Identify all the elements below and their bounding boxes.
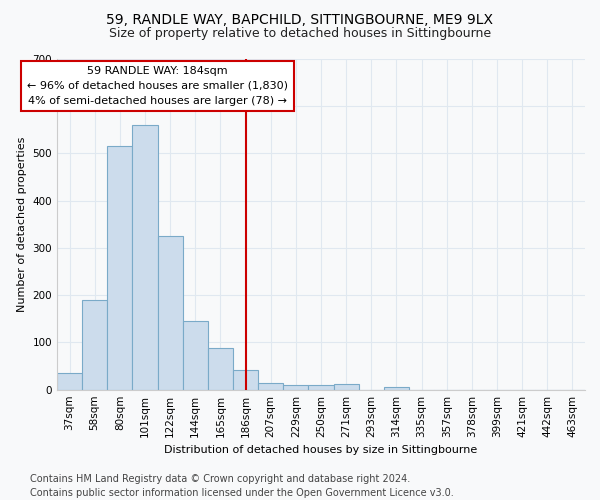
Bar — [182, 321, 208, 390]
Bar — [334, 384, 359, 390]
Text: Size of property relative to detached houses in Sittingbourne: Size of property relative to detached ho… — [109, 28, 491, 40]
Bar — [283, 386, 308, 390]
Bar — [57, 373, 82, 390]
Text: 59 RANDLE WAY: 184sqm
← 96% of detached houses are smaller (1,830)
4% of semi-de: 59 RANDLE WAY: 184sqm ← 96% of detached … — [27, 66, 288, 106]
Bar — [158, 236, 182, 390]
Bar — [107, 146, 133, 390]
X-axis label: Distribution of detached houses by size in Sittingbourne: Distribution of detached houses by size … — [164, 445, 478, 455]
Text: 59, RANDLE WAY, BAPCHILD, SITTINGBOURNE, ME9 9LX: 59, RANDLE WAY, BAPCHILD, SITTINGBOURNE,… — [107, 12, 493, 26]
Text: Contains HM Land Registry data © Crown copyright and database right 2024.
Contai: Contains HM Land Registry data © Crown c… — [30, 474, 454, 498]
Bar — [258, 383, 283, 390]
Bar — [133, 125, 158, 390]
Y-axis label: Number of detached properties: Number of detached properties — [17, 136, 27, 312]
Bar — [308, 385, 334, 390]
Bar — [384, 387, 409, 390]
Bar — [233, 370, 258, 390]
Bar — [208, 348, 233, 390]
Bar — [82, 300, 107, 390]
